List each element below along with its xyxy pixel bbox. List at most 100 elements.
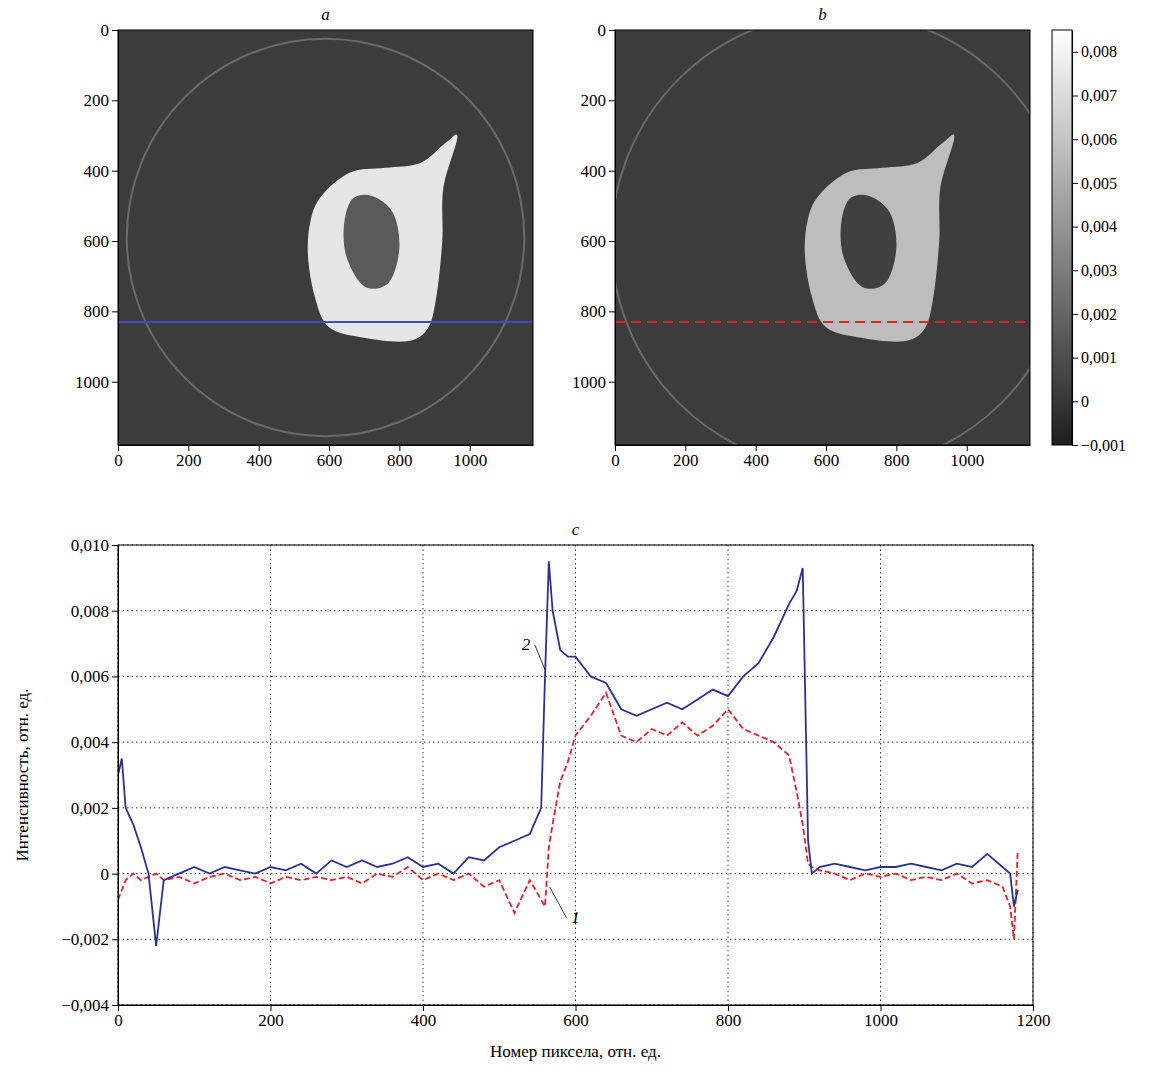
object-cavity <box>344 195 400 289</box>
tick: 400 <box>581 162 616 181</box>
axis-line <box>1072 31 1073 446</box>
tick: 600 <box>317 445 343 470</box>
tick-label: 200 <box>581 91 607 110</box>
tick-label: 400 <box>743 451 769 470</box>
tick-label: 0,007 <box>1081 87 1117 104</box>
tick-mark <box>1072 227 1078 228</box>
tick-label: 0,004 <box>71 733 110 752</box>
axis-line <box>119 445 534 446</box>
x-axis: 0 200 400 600 800 1000 1200 <box>114 1005 1050 1030</box>
tick-label: 1000 <box>453 451 487 470</box>
grid <box>118 545 1033 1005</box>
tick: 200 <box>673 445 699 470</box>
image-frame <box>615 30 1030 445</box>
tick: 0,006 <box>71 667 118 686</box>
tick: 400 <box>411 1005 437 1030</box>
tick: 800 <box>884 445 910 470</box>
grid-line <box>118 742 1033 743</box>
tick-mark <box>609 311 615 312</box>
y-axis: 02004006008001000 <box>572 21 616 446</box>
tick-mark <box>609 241 615 242</box>
tick: 1000 <box>75 373 118 392</box>
tick-label: 0,002 <box>71 799 109 818</box>
grid-line <box>118 610 1033 611</box>
tick-mark <box>112 874 118 875</box>
panel-title: a <box>321 5 330 24</box>
tick: 0,003 <box>1072 262 1117 279</box>
image-frame <box>118 30 533 445</box>
tick: 0,002 <box>1072 306 1117 323</box>
tick-label: 0,006 <box>71 667 109 686</box>
profile-line <box>118 321 533 323</box>
tick: −0,004 <box>61 996 118 1015</box>
axis-line <box>118 546 119 1006</box>
tick-label: 800 <box>84 302 110 321</box>
tick: 0,010 <box>71 536 118 555</box>
tick-mark <box>112 241 118 242</box>
tick-label: 0 <box>101 21 110 40</box>
plot-frame <box>118 545 1033 1005</box>
x-axis: 02004006008001000 <box>114 445 533 470</box>
tick: 0 <box>1072 393 1089 410</box>
tick: 1000 <box>453 445 487 470</box>
tick-label: 400 <box>84 162 110 181</box>
tick: 0 <box>101 21 119 40</box>
x-axis: 02004006008001000 <box>611 445 1030 470</box>
grid-line <box>118 939 1033 940</box>
tick-label: 200 <box>258 1011 284 1030</box>
tick-label: 1000 <box>75 373 109 392</box>
y-axis: 0 200 400 600 800 1000 <box>75 21 119 446</box>
annotation-leader <box>550 887 567 918</box>
colorbar <box>1052 30 1072 445</box>
tick: 800 <box>84 302 119 321</box>
field-of-view <box>127 39 524 436</box>
tick: −0,002 <box>61 930 118 949</box>
tick-label: 800 <box>884 451 910 470</box>
tick-label: 0 <box>611 451 620 470</box>
tick-label: 1200 <box>1017 1011 1051 1030</box>
tick: 0 <box>114 445 123 470</box>
tick-label: 0,002 <box>1081 306 1117 323</box>
tick: 800 <box>387 445 413 470</box>
tick-label: 600 <box>563 1011 589 1030</box>
tick: 600 <box>84 232 119 251</box>
tick-label: 0,006 <box>1081 131 1117 148</box>
tick: 0,008 <box>71 602 118 621</box>
tick-mark <box>112 742 118 743</box>
tick: 0,008 <box>1072 43 1117 60</box>
tick-label: 0,008 <box>1081 43 1117 60</box>
object <box>308 134 458 341</box>
tick: 200 <box>176 445 202 470</box>
tick: 800 <box>581 302 616 321</box>
tick-label: 800 <box>716 1011 742 1030</box>
tick: 0,002 <box>71 799 118 818</box>
tick: 0,004 <box>71 733 118 752</box>
tick: 400 <box>743 445 769 470</box>
tick: 1000 <box>864 1005 898 1030</box>
tick: 0,004 <box>1072 218 1117 235</box>
tick-label: 1000 <box>572 373 606 392</box>
tick: 400 <box>84 162 119 181</box>
tick-label: 1000 <box>864 1011 898 1030</box>
tick-label: 600 <box>581 232 607 251</box>
tick: 0 <box>114 1005 123 1030</box>
tick: 1000 <box>950 445 984 470</box>
series-line <box>118 561 1018 945</box>
tick-label: 400 <box>581 162 607 181</box>
grid-line <box>118 676 1033 677</box>
grid-line <box>880 545 881 1005</box>
tick: 800 <box>716 1005 742 1030</box>
tick-label: 600 <box>84 232 110 251</box>
tick-label: 200 <box>84 91 110 110</box>
tick-mark <box>1072 183 1078 184</box>
tick: 200 <box>581 91 616 110</box>
tick-mark <box>112 676 118 677</box>
tick: 0,007 <box>1072 87 1117 104</box>
tick-mark <box>1072 270 1078 271</box>
tick-mark <box>609 382 615 383</box>
tick: 1200 <box>1017 1005 1051 1030</box>
tick-mark <box>1072 401 1078 402</box>
tick-label: 0,003 <box>1081 262 1117 279</box>
tick-mark <box>609 171 615 172</box>
tick: 0,005 <box>1072 175 1117 192</box>
